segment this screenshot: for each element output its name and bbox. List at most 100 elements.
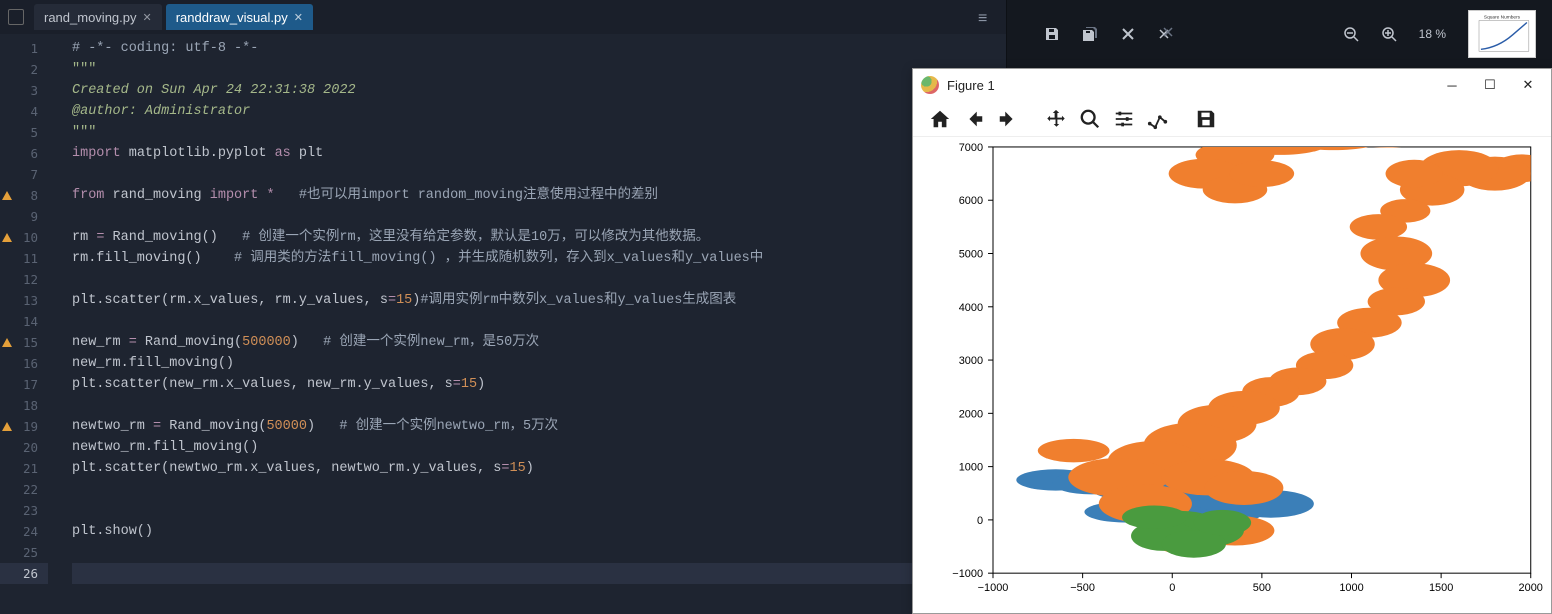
code-line: import matplotlib.pyplot as plt	[72, 143, 1006, 164]
code-line: new_rm.fill_moving()	[72, 353, 1006, 374]
close-icon[interactable]	[1120, 26, 1136, 42]
home-icon[interactable]	[927, 106, 953, 132]
figure-titlebar[interactable]: Figure 1 ─ ☐ ✕	[913, 69, 1551, 101]
maximize-button[interactable]: ☐	[1483, 78, 1497, 92]
svg-text:5000: 5000	[959, 248, 983, 260]
code-line: """	[72, 122, 1006, 143]
line-number: 11	[0, 248, 48, 269]
tab-randdraw_visual-py[interactable]: randdraw_visual.py ✕	[166, 4, 313, 30]
zoom-icon[interactable]	[1077, 106, 1103, 132]
code-line: from rand_moving import * #也可以用import ra…	[72, 185, 1006, 206]
line-number: 6	[0, 143, 48, 164]
warning-icon	[2, 191, 12, 200]
code-line	[72, 311, 1006, 332]
line-number: 25	[0, 542, 48, 563]
code-editor: rand_moving.py✕randdraw_visual.py✕ 12345…	[0, 0, 1006, 614]
editor-menu-icon[interactable]: ≡	[978, 10, 987, 28]
zoom-out-icon[interactable]	[1343, 26, 1359, 42]
code-line: new_rm = Rand_moving(500000) # 创建一个实例new…	[72, 332, 1006, 353]
line-number: 22	[0, 479, 48, 500]
figure-toolbar	[913, 101, 1551, 137]
svg-text:0: 0	[977, 515, 983, 527]
svg-text:1500: 1500	[1429, 582, 1453, 594]
code-line	[72, 269, 1006, 290]
scatter-plot[interactable]: −1000 −500 0 500 1000 1500 2000 −1000 0 1000 2000 3…	[913, 137, 1551, 613]
code-line: plt.scatter(new_rm.x_values, new_rm.y_va…	[72, 374, 1006, 395]
line-number: 13	[0, 290, 48, 311]
mini-plot-title: Square Numbers	[1484, 15, 1521, 21]
code-line: @author: Administrator	[72, 101, 1006, 122]
save-figure-icon[interactable]	[1193, 106, 1219, 132]
svg-text:6000: 6000	[959, 195, 983, 207]
warning-icon	[2, 233, 12, 242]
tab-close-icon[interactable]: ✕	[143, 11, 152, 24]
tab-label: rand_moving.py	[44, 10, 137, 25]
line-number: 8	[0, 185, 48, 206]
line-number: 20	[0, 437, 48, 458]
close-button[interactable]: ✕	[1521, 78, 1535, 92]
tab-rand_moving-py[interactable]: rand_moving.py ✕	[34, 4, 162, 30]
svg-text:4000: 4000	[959, 302, 983, 314]
svg-text:−1000: −1000	[978, 582, 1009, 594]
svg-text:2000: 2000	[959, 408, 983, 420]
svg-text:0: 0	[1169, 582, 1175, 594]
matplotlib-icon	[921, 76, 939, 94]
pan-icon[interactable]	[1043, 106, 1069, 132]
tab-label: randdraw_visual.py	[176, 10, 288, 25]
svg-text:7000: 7000	[959, 142, 983, 154]
tab-close-icon[interactable]: ✕	[294, 11, 303, 24]
svg-text:1000: 1000	[959, 462, 983, 474]
svg-text:1000: 1000	[1339, 582, 1363, 594]
line-number: 24	[0, 521, 48, 542]
line-number: 7	[0, 164, 48, 185]
line-number: 1	[0, 38, 48, 59]
code-line	[72, 479, 1006, 500]
matplotlib-figure-window: Figure 1 ─ ☐ ✕ −1000 −500 0 500 1000 1500 2000…	[912, 68, 1552, 614]
code-line: plt.scatter(newtwo_rm.x_values, newtwo_r…	[72, 458, 1006, 479]
plot-thumbnail[interactable]: Square Numbers	[1468, 10, 1536, 58]
line-number: 15	[0, 332, 48, 353]
code-line: plt.scatter(rm.x_values, rm.y_values, s=…	[72, 290, 1006, 311]
warning-icon	[2, 422, 12, 431]
svg-text:2000: 2000	[1519, 582, 1543, 594]
code-line: rm = Rand_moving() # 创建一个实例rm，这里没有给定参数，默…	[72, 227, 1006, 248]
code-line	[72, 164, 1006, 185]
close-all-icon[interactable]	[1158, 26, 1174, 42]
figure-title: Figure 1	[947, 78, 995, 93]
line-number: 16	[0, 353, 48, 374]
code-line: Created on Sun Apr 24 22:31:38 2022	[72, 80, 1006, 101]
edit-icon[interactable]	[1145, 106, 1171, 132]
svg-text:−500: −500	[1070, 582, 1095, 594]
plots-pane-toolbar: 18 % Square Numbers	[1028, 0, 1552, 68]
code-line	[72, 395, 1006, 416]
code-line	[72, 500, 1006, 521]
zoom-in-icon[interactable]	[1381, 26, 1397, 42]
code-line: """	[72, 59, 1006, 80]
line-gutter: 1234567891011121314151617181920212223242…	[0, 34, 48, 614]
code-line: newtwo_rm = Rand_moving(50000) # 创建一个实例n…	[72, 416, 1006, 437]
line-number: 18	[0, 395, 48, 416]
svg-text:3000: 3000	[959, 355, 983, 367]
zoom-percent: 18 %	[1419, 27, 1446, 41]
code-line: plt.show()	[72, 521, 1006, 542]
code-line	[72, 542, 1006, 563]
code-line: rm.fill_moving() # 调用类的方法fill_moving() ，…	[72, 248, 1006, 269]
line-number: 12	[0, 269, 48, 290]
line-number: 21	[0, 458, 48, 479]
code-line: # -*- coding: utf-8 -*-	[72, 38, 1006, 59]
save-all-icon[interactable]	[1082, 26, 1098, 42]
configure-icon[interactable]	[1111, 106, 1137, 132]
svg-text:500: 500	[1253, 582, 1271, 594]
back-icon[interactable]	[961, 106, 987, 132]
forward-icon[interactable]	[995, 106, 1021, 132]
svg-text:−1000: −1000	[952, 568, 983, 580]
line-number: 17	[0, 374, 48, 395]
minimize-button[interactable]: ─	[1445, 78, 1459, 92]
code-line	[72, 563, 1006, 584]
code-lines[interactable]: # -*- coding: utf-8 -*-"""Created on Sun…	[48, 34, 1006, 614]
line-number: 14	[0, 311, 48, 332]
line-number: 3	[0, 80, 48, 101]
line-number: 23	[0, 500, 48, 521]
save-icon[interactable]	[1044, 26, 1060, 42]
line-number: 10	[0, 227, 48, 248]
